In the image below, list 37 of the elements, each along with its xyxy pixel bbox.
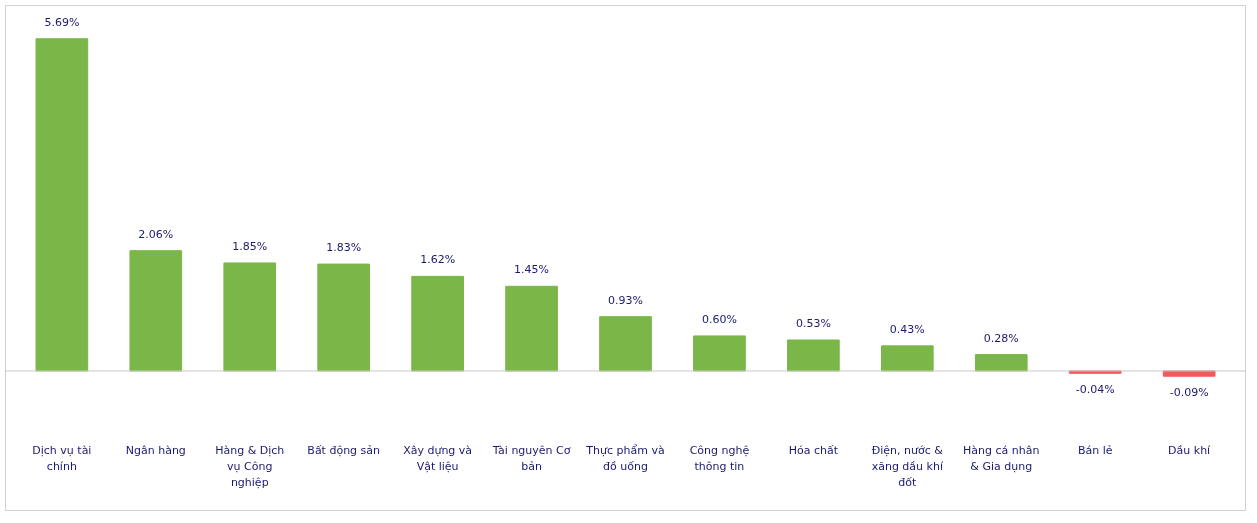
x-tick-label: Hóa chất — [788, 444, 839, 458]
x-tick-label: Tài nguyên Cơ bản — [491, 444, 571, 474]
bar — [880, 345, 934, 372]
x-tick-label: Dịch vụ tài chính — [32, 444, 92, 474]
bar — [599, 316, 652, 372]
x-tick-label: Điện, nước & xăng dầu khí đốt — [871, 444, 944, 490]
bar — [129, 250, 183, 372]
data-label: 1.45% — [514, 263, 550, 277]
data-label: 0.93% — [608, 293, 643, 307]
bar — [411, 275, 464, 372]
bar — [317, 263, 371, 372]
data-label: 0.53% — [795, 317, 831, 331]
data-label: 0.43% — [889, 322, 925, 336]
x-tick-label: Thực phẩm và đồ uống — [585, 444, 665, 474]
data-label: -0.04% — [1075, 383, 1115, 397]
bar — [223, 262, 277, 372]
data-label: 0.60% — [701, 312, 737, 326]
bar — [693, 335, 746, 372]
x-tick-label: Hàng cá nhân & Gia dụng — [963, 444, 1040, 474]
bar — [35, 38, 89, 372]
bar — [787, 339, 840, 372]
data-label: 1.62% — [420, 253, 456, 267]
x-tick-label: Dầu khí — [1168, 444, 1212, 458]
x-tick-label: Bán lẻ — [1077, 444, 1113, 458]
x-tick-label: Bất động sản — [307, 444, 381, 458]
data-label: -0.09% — [1169, 386, 1209, 400]
data-label: 1.83% — [326, 241, 362, 255]
data-label: 5.69% — [44, 15, 80, 29]
bar — [974, 354, 1028, 372]
bar — [505, 285, 558, 372]
x-tick-label: Ngân hàng — [125, 444, 186, 458]
x-tick-label: Xây dựng và Vật liệu — [403, 444, 473, 474]
data-label: 2.06% — [138, 227, 174, 241]
x-tick-label: Hàng & Dịch vụ Công nghiệp — [215, 444, 285, 490]
data-label: 1.85% — [232, 239, 268, 253]
data-label: 0.28% — [983, 331, 1019, 345]
x-tick-label: Công nghệ thông tin — [689, 444, 750, 474]
